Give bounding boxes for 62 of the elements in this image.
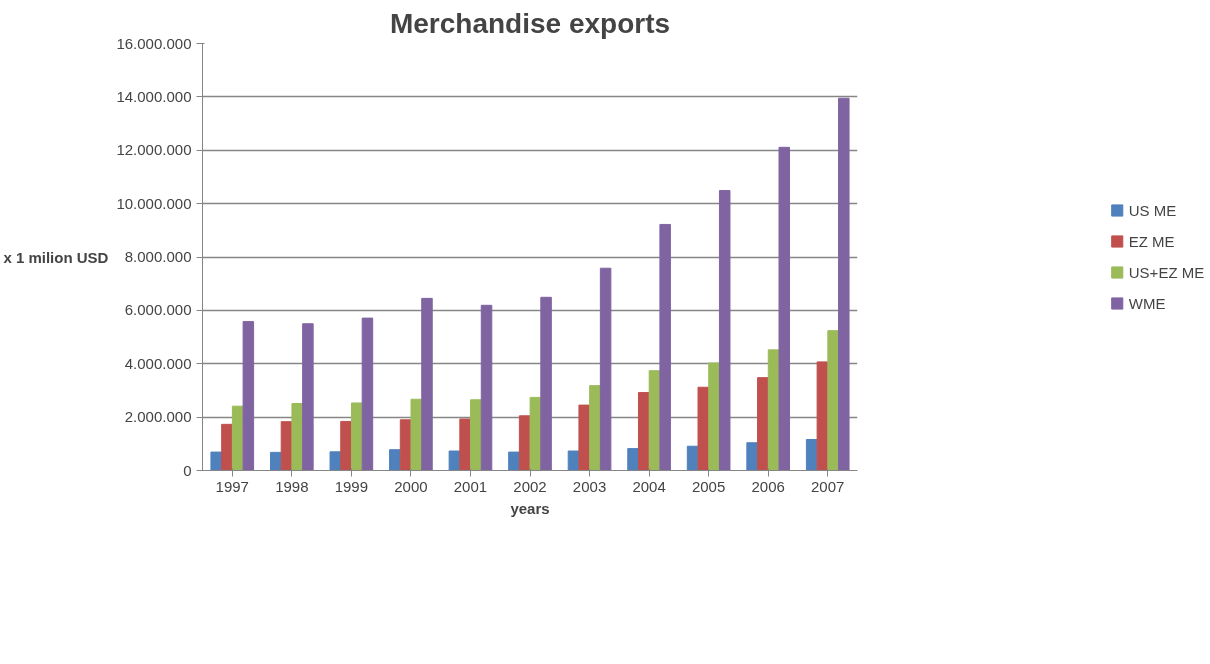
bar [838, 97, 850, 471]
bar [659, 223, 671, 471]
bar [718, 190, 731, 471]
bar [242, 321, 255, 471]
y-tick-label: 14.000.000 [116, 87, 192, 105]
x-tick-label: 2001 [453, 477, 488, 495]
bar [361, 317, 374, 471]
bar [410, 398, 423, 471]
x-tick-label: 1999 [334, 477, 369, 495]
bar [589, 385, 601, 471]
y-tick-label: 12.000.000 [116, 141, 192, 159]
bar [708, 362, 720, 471]
bar [578, 404, 590, 471]
x-tick-label: 2002 [513, 477, 547, 495]
bar [529, 396, 542, 471]
bar [291, 403, 303, 471]
x-tick-label: 1998 [275, 477, 309, 495]
bar [459, 418, 471, 471]
y-tick-label: 0 [183, 461, 192, 479]
y-tick-label: 8.000.000 [124, 248, 192, 265]
bar [778, 146, 791, 471]
y-tick-label: 6.000.000 [124, 301, 192, 319]
x-axis-title: years [510, 499, 550, 517]
legend-label: US ME [1128, 201, 1177, 219]
bar [627, 448, 639, 471]
legend-label: WME [1128, 294, 1166, 312]
bar [421, 297, 433, 471]
y-tick-label: 16.000.000 [116, 34, 192, 52]
bar [757, 377, 769, 471]
bar [340, 420, 352, 471]
bar [389, 449, 401, 471]
bar [746, 442, 758, 471]
x-tick-label: 2007 [811, 477, 845, 495]
x-tick-label: 2004 [632, 477, 666, 495]
bar [269, 451, 282, 471]
bar [302, 323, 314, 471]
bar [540, 296, 552, 471]
bar [599, 267, 612, 471]
x-tick-label: 1997 [215, 477, 249, 495]
y-tick-label: 10.000.000 [116, 194, 192, 212]
x-tick-label: 2000 [394, 477, 428, 495]
legend-label: US+EZ ME [1128, 263, 1205, 281]
x-tick-label: 2005 [691, 477, 726, 495]
bar [350, 402, 363, 471]
y-tick-label: 2.000.000 [124, 408, 192, 426]
bar [697, 386, 710, 471]
bar [448, 450, 461, 471]
bar [816, 361, 829, 471]
bar [470, 399, 482, 471]
y-axis-title: x 1 milion USD [3, 248, 109, 266]
bar [508, 451, 520, 471]
bar [329, 451, 342, 471]
bar [210, 451, 222, 471]
bar [827, 330, 839, 471]
legend-label: EZ ME [1128, 232, 1175, 250]
y-tick-label: 4.000.000 [124, 354, 192, 372]
x-tick-label: 2003 [572, 477, 607, 495]
bar [221, 423, 233, 471]
bar [480, 304, 493, 471]
x-tick-label: 2006 [751, 477, 785, 495]
chart-title: Merchandise exports [389, 7, 671, 39]
bar [637, 392, 650, 471]
